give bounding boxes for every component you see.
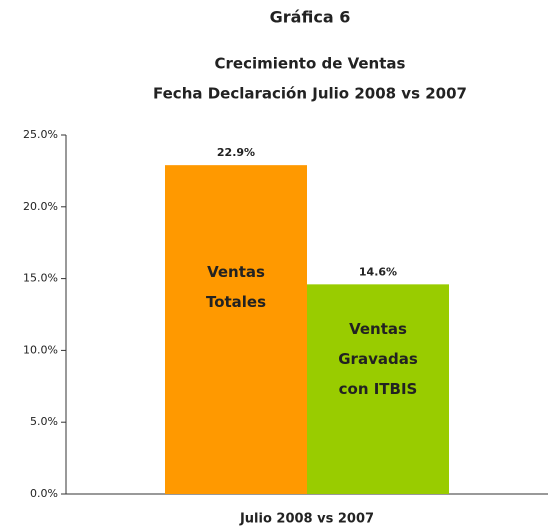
y-tick-label: 5.0% <box>30 415 58 428</box>
chart-subtitle: Fecha Declaración Julio 2008 vs 2007 <box>153 85 467 103</box>
y-tick-label: 0.0% <box>30 487 58 500</box>
chart-subtitle: Crecimiento de Ventas <box>215 55 406 73</box>
y-tick-label: 20.0% <box>23 200 58 213</box>
value-label: 14.6% <box>359 265 397 278</box>
bar <box>165 165 307 494</box>
y-tick-label: 10.0% <box>23 343 58 356</box>
bar <box>307 284 449 494</box>
chart-title: Gráfica 6 <box>270 8 351 27</box>
series-name: Ventas Gravadas con ITBIS <box>338 320 418 399</box>
x-tick-label: Julio 2008 vs 2007 <box>239 512 374 527</box>
series-name: Ventas Totales <box>205 263 267 312</box>
y-tick-label: 25.0% <box>23 128 58 141</box>
y-tick-label: 15.0% <box>23 272 58 285</box>
value-label: 22.9% <box>217 146 255 159</box>
